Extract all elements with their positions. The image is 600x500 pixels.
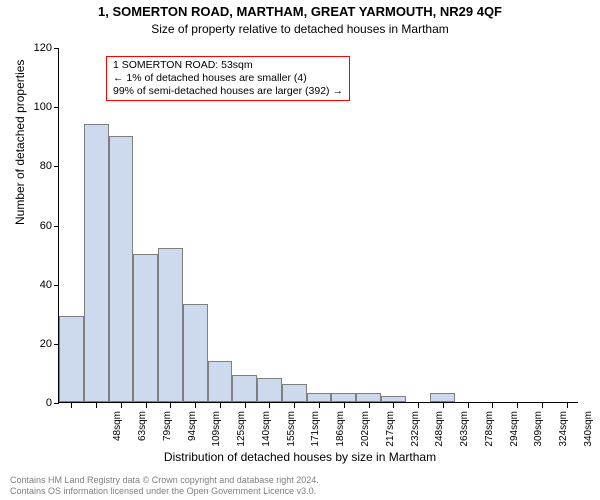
histogram-bar — [381, 396, 406, 402]
x-tick-label: 294sqm — [509, 411, 520, 456]
x-tick-mark — [121, 403, 122, 408]
x-tick-label: 248sqm — [434, 411, 445, 456]
y-tick-label: 0 — [22, 397, 52, 409]
x-tick-label: 278sqm — [484, 411, 495, 456]
x-tick-mark — [96, 403, 97, 408]
histogram-bar — [430, 393, 455, 402]
x-tick-label: 94sqm — [187, 411, 198, 456]
y-tick-label: 20 — [22, 338, 52, 350]
y-axis-label: Number of detached properties — [13, 60, 27, 225]
histogram-bar — [84, 124, 109, 402]
histogram-bar — [282, 384, 307, 402]
x-tick-label: 140sqm — [261, 411, 272, 456]
page-subtitle: Size of property relative to detached ho… — [0, 22, 600, 36]
x-tick-mark — [517, 403, 518, 408]
histogram-bar — [307, 393, 332, 402]
histogram-bar — [158, 248, 183, 402]
y-tick-label: 80 — [22, 160, 52, 172]
footer-attribution: Contains HM Land Registry data © Crown c… — [10, 475, 319, 497]
annotation-box: 1 SOMERTON ROAD: 53sqm ← 1% of detached … — [106, 56, 350, 101]
annotation-line: ← 1% of detached houses are smaller (4) — [113, 72, 343, 85]
x-tick-label: 171sqm — [310, 411, 321, 456]
histogram-bar — [208, 361, 233, 402]
x-tick-mark — [542, 403, 543, 408]
x-tick-label: 48sqm — [112, 411, 123, 456]
x-tick-mark — [567, 403, 568, 408]
x-tick-label: 155sqm — [286, 411, 297, 456]
x-tick-mark — [369, 403, 370, 408]
footer-line: Contains OS information licensed under t… — [10, 486, 319, 497]
histogram-bar — [257, 378, 282, 402]
x-tick-mark — [443, 403, 444, 408]
x-tick-label: 232sqm — [410, 411, 421, 456]
page-title: 1, SOMERTON ROAD, MARTHAM, GREAT YARMOUT… — [0, 4, 600, 19]
y-tick-label: 40 — [22, 279, 52, 291]
chart-container: 1, SOMERTON ROAD, MARTHAM, GREAT YARMOUT… — [0, 0, 600, 500]
x-tick-label: 263sqm — [459, 411, 470, 456]
chart-area: 1 SOMERTON ROAD: 53sqm ← 1% of detached … — [58, 48, 578, 403]
x-tick-label: 217sqm — [385, 411, 396, 456]
y-tick-mark — [54, 166, 59, 167]
annotation-line: 1 SOMERTON ROAD: 53sqm — [113, 59, 343, 72]
x-tick-mark — [71, 403, 72, 408]
histogram-bar — [59, 316, 84, 402]
x-tick-mark — [269, 403, 270, 408]
x-tick-mark — [418, 403, 419, 408]
y-tick-mark — [54, 226, 59, 227]
y-tick-mark — [54, 107, 59, 108]
x-tick-label: 109sqm — [211, 411, 222, 456]
y-tick-label: 60 — [22, 220, 52, 232]
x-tick-mark — [146, 403, 147, 408]
y-tick-mark — [54, 48, 59, 49]
x-tick-label: 79sqm — [162, 411, 173, 456]
x-tick-mark — [393, 403, 394, 408]
x-tick-mark — [294, 403, 295, 408]
x-tick-label: 202sqm — [360, 411, 371, 456]
histogram-bar — [183, 304, 208, 402]
histogram-bar — [109, 136, 134, 402]
x-tick-label: 340sqm — [583, 411, 594, 456]
histogram-bar — [232, 375, 257, 402]
annotation-line: 99% of semi-detached houses are larger (… — [113, 85, 343, 98]
x-tick-label: 324sqm — [558, 411, 569, 456]
x-tick-mark — [170, 403, 171, 408]
x-tick-mark — [220, 403, 221, 408]
histogram-bar — [133, 254, 158, 402]
y-tick-label: 100 — [22, 101, 52, 113]
x-tick-mark — [344, 403, 345, 408]
x-tick-mark — [245, 403, 246, 408]
y-tick-mark — [54, 403, 59, 404]
x-tick-label: 186sqm — [335, 411, 346, 456]
x-tick-mark — [319, 403, 320, 408]
y-tick-label: 120 — [22, 42, 52, 54]
x-tick-mark — [492, 403, 493, 408]
x-tick-label: 125sqm — [236, 411, 247, 456]
x-tick-mark — [468, 403, 469, 408]
footer-line: Contains HM Land Registry data © Crown c… — [10, 475, 319, 486]
x-tick-label: 63sqm — [137, 411, 148, 456]
y-tick-mark — [54, 285, 59, 286]
x-tick-mark — [195, 403, 196, 408]
x-tick-label: 309sqm — [533, 411, 544, 456]
histogram-bar — [356, 393, 381, 402]
histogram-bar — [331, 393, 356, 402]
